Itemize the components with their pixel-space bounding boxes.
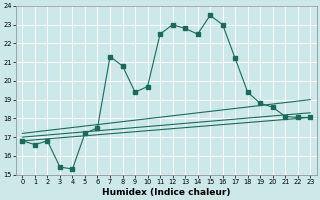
X-axis label: Humidex (Indice chaleur): Humidex (Indice chaleur) [102, 188, 231, 197]
